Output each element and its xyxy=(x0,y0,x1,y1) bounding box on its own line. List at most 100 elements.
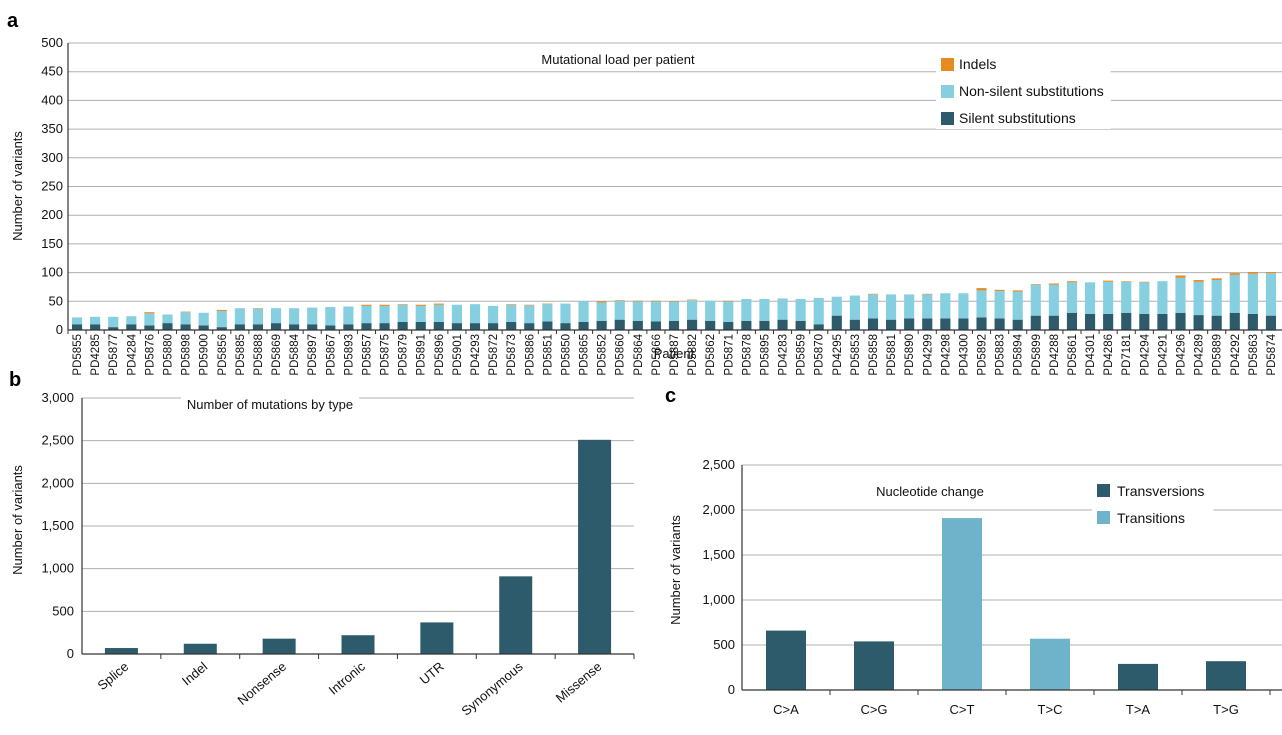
a-bar-silent xyxy=(849,319,860,330)
a-x-tick-label: PD4300 xyxy=(958,334,970,376)
a-bar-silent xyxy=(270,323,282,330)
a-bar-nonsilent xyxy=(596,302,607,321)
b-bar xyxy=(420,622,454,654)
a-gridlines xyxy=(68,42,1282,302)
b-x-tick-label: Nonsense xyxy=(235,659,289,708)
a-bar-indels xyxy=(1193,280,1204,282)
b-y-tick-label: 1,000 xyxy=(41,561,74,576)
a-bar-silent xyxy=(994,318,1005,330)
a-bar-indels xyxy=(1247,272,1258,274)
b-bar xyxy=(341,635,375,654)
a-bar-nonsilent xyxy=(433,304,444,322)
c-bars xyxy=(766,518,1246,690)
a-bar-silent xyxy=(1066,312,1078,330)
a-bar-indels xyxy=(361,304,372,306)
c-x-tick-label: C>A xyxy=(773,702,799,717)
a-bar-nonsilent xyxy=(325,307,336,326)
a-bar-nonsilent xyxy=(1121,281,1132,313)
c-legend-label: Transitions xyxy=(1117,510,1185,526)
a-x-tick-label: PD5879 xyxy=(398,334,410,376)
a-x-tick-label: PD5871 xyxy=(723,334,735,376)
a-x-tick-label: PD5853 xyxy=(850,334,862,376)
a-bar-nonsilent xyxy=(1265,273,1277,316)
a-bar-silent xyxy=(831,315,842,330)
a-bar-nonsilent xyxy=(162,314,173,324)
a-bar-indels xyxy=(668,301,680,302)
a-x-tick-label: PD5864 xyxy=(633,333,645,375)
a-bar-indels xyxy=(922,293,933,295)
a-x-tick-label: PD5886 xyxy=(524,334,536,376)
a-x-tick-label: PD5891 xyxy=(416,334,428,376)
b-bar xyxy=(183,643,217,654)
c-bar-transitions xyxy=(942,518,982,690)
a-bar-indels xyxy=(397,304,408,305)
a-bar-nonsilent xyxy=(1084,282,1096,314)
a-x-tick-label: PD5887 xyxy=(669,334,681,376)
a-x-tick-label: PD4296 xyxy=(1176,334,1188,376)
a-x-tick-label: PD5892 xyxy=(977,334,989,376)
a-x-tick-label: PD5867 xyxy=(325,334,337,376)
b-y-tick-label: 1,500 xyxy=(41,518,74,533)
c-legend: Transversions Transitions xyxy=(1097,483,1204,526)
a-bar-nonsilent xyxy=(849,295,860,320)
c-x-tick-label: C>G xyxy=(860,702,887,717)
a-bar-indels xyxy=(379,304,390,306)
a-x-tick-label: PD4293 xyxy=(470,334,482,376)
a-bar-silent xyxy=(162,323,173,330)
a-x-tick-label: PD5865 xyxy=(579,334,591,376)
a-bar-nonsilent xyxy=(90,316,101,325)
a-bar-nonsilent xyxy=(723,301,734,322)
a-bar-silent xyxy=(687,319,698,330)
c-y-tick-label: 2,500 xyxy=(702,457,735,472)
a-bar-silent xyxy=(433,321,444,330)
a-bar-nonsilent xyxy=(1193,281,1204,316)
a-x-tick-label: PD5882 xyxy=(687,334,699,376)
a-legend-label: Non-silent substitutions xyxy=(959,83,1104,99)
b-x-tick-label: Indel xyxy=(179,659,210,689)
panel-letter-a: a xyxy=(7,10,19,32)
a-x-tick-label: PD5877 xyxy=(108,334,120,376)
a-y-tick-labels: 0 50 100 150 200 250 300 350 400 450 500 xyxy=(41,35,63,337)
b-y-tick-label: 3,000 xyxy=(41,390,74,405)
a-bar-silent xyxy=(289,324,300,330)
a-bar-indels xyxy=(976,288,987,291)
a-x-tick-label: PD4286 xyxy=(1103,334,1115,376)
a-x-tick-label: PD5850 xyxy=(560,334,572,376)
a-bar-nonsilent xyxy=(1012,291,1023,320)
a-bar-nonsilent xyxy=(415,305,426,322)
b-y-tick-label: 500 xyxy=(52,603,74,618)
a-x-tick-label: PD4298 xyxy=(940,334,952,376)
a-bar-indels xyxy=(506,304,517,305)
a-bar-nonsilent xyxy=(614,300,625,320)
c-bar-transversions xyxy=(1118,663,1158,690)
a-bar-silent xyxy=(904,318,915,330)
c-x-tick-labels: C>A C>G C>T T>C T>A T>G xyxy=(773,690,1271,717)
c-x-tick-label: T>A xyxy=(1126,702,1151,717)
a-bar-nonsilent xyxy=(940,293,951,319)
a-bar-indels xyxy=(614,300,625,301)
a-bar-silent xyxy=(252,324,264,330)
a-x-tick-label: PD5885 xyxy=(235,334,247,376)
a-bar-indels xyxy=(687,299,698,301)
a-bar-indels xyxy=(1012,290,1023,292)
a-bar-indels xyxy=(596,301,607,303)
a-legend: Indels Non-silent substitutions Silent sub… xyxy=(941,56,1104,126)
a-bar-nonsilent xyxy=(922,294,933,319)
a-bar-indels xyxy=(524,304,535,306)
c-x-tick-label: C>T xyxy=(950,702,975,717)
a-x-tick-label: PD5900 xyxy=(199,334,211,376)
a-bar-nonsilent xyxy=(867,294,879,319)
a-bar-nonsilent xyxy=(180,312,191,325)
a-x-tick-label: PD5861 xyxy=(1067,334,1079,376)
a-bar-nonsilent xyxy=(705,300,716,321)
a-x-tick-label: PD5855 xyxy=(72,334,84,376)
b-y-axis-label: Number of variants xyxy=(10,465,25,575)
a-bar-nonsilent xyxy=(759,299,770,321)
a-bar-silent xyxy=(90,324,101,330)
a-bar-indels xyxy=(1139,281,1150,283)
a-bar-silent xyxy=(614,319,625,330)
a-y-tick-label: 100 xyxy=(41,265,63,280)
a-title-background xyxy=(535,50,701,69)
a-bar-silent xyxy=(1139,313,1150,330)
